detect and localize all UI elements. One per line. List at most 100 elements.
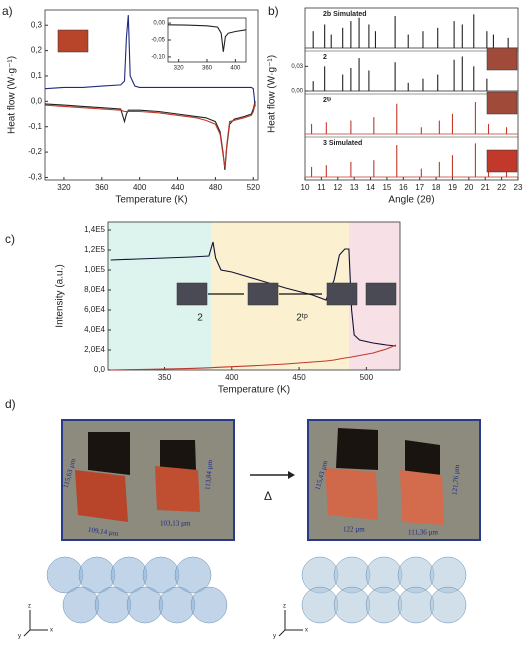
- series-name: 2ᵗᵖ: [323, 97, 331, 104]
- x-tick-label: 23: [514, 183, 523, 192]
- panel-label: a): [2, 4, 13, 18]
- axis-arrow: [23, 629, 31, 637]
- axis-name: z: [28, 604, 31, 610]
- x-axis-title: Temperature (K): [218, 385, 290, 396]
- annotation: 2ᵗᵖ: [296, 313, 308, 324]
- dimension: 103,13 µm: [160, 520, 191, 528]
- y-tick-label: 4,0E4: [84, 325, 105, 334]
- arrow-head: [288, 471, 295, 479]
- series-name: 2: [323, 54, 327, 61]
- dimension: 111,36 µm: [408, 529, 439, 537]
- photo-inset: [486, 91, 518, 115]
- region: [211, 222, 349, 370]
- x-tick-label: 350: [158, 373, 172, 382]
- crystal: [400, 470, 444, 525]
- y-tick-label: -0,3: [28, 173, 42, 182]
- x-tick-label: 400: [225, 373, 239, 382]
- panel-label: b): [268, 4, 279, 18]
- x-tick-label: 14: [366, 183, 375, 192]
- y-tick-label: 6,0E4: [84, 305, 105, 314]
- y-tick-label: 0,2: [31, 46, 43, 55]
- y-tick-label: 0,3: [31, 20, 43, 29]
- y-axis-title: Intensity (a.u.): [55, 264, 66, 327]
- x-tick-label: 13: [350, 183, 359, 192]
- sphere: [126, 586, 164, 624]
- series-name: 2b Simulated: [323, 11, 367, 18]
- y-tick-label: -0,2: [28, 147, 42, 156]
- x-tick-label: 12: [333, 183, 342, 192]
- series-name: 3 Simulated: [323, 140, 362, 147]
- x-tick-label: 400: [230, 66, 241, 72]
- series-line: [110, 344, 397, 371]
- plot-frame: [44, 9, 259, 181]
- dimension: 122 µm: [343, 526, 365, 534]
- axis-name: x: [50, 628, 53, 634]
- heat-symbol: Δ: [264, 489, 272, 503]
- sphere: [94, 586, 132, 624]
- photo-inset: [176, 282, 208, 306]
- axis-name: x: [305, 628, 308, 634]
- y-tick-label: 0,03: [291, 64, 303, 70]
- series-line: [110, 241, 397, 347]
- x-tick-label: 11: [317, 183, 326, 192]
- sphere: [333, 586, 371, 624]
- y-tick-label: 1,2E5: [84, 245, 105, 254]
- axis-arrow: [278, 629, 286, 637]
- y-tick-label: -0,05: [151, 38, 165, 44]
- sphere: [62, 586, 100, 624]
- x-tick-label: 520: [247, 183, 261, 192]
- y-tick-label: 0,1: [31, 71, 43, 80]
- dimension: 121,76 µm: [451, 464, 462, 496]
- y-tick-label: 1,0E5: [84, 265, 105, 274]
- x-tick-label: 19: [448, 183, 457, 192]
- x-tick-label: 480: [209, 183, 223, 192]
- photo-inset: [326, 282, 358, 306]
- x-tick-label: 10: [301, 183, 310, 192]
- panel-label: d): [5, 397, 16, 411]
- x-tick-label: 22: [497, 183, 506, 192]
- x-tick-label: 320: [174, 66, 185, 72]
- sphere: [365, 586, 403, 624]
- y-tick-label: 0,0: [31, 96, 43, 105]
- plot-frame: [107, 221, 401, 371]
- x-tick-label: 16: [399, 183, 408, 192]
- photo-inset: [247, 282, 279, 306]
- photo-inset: [365, 282, 397, 306]
- x-tick-label: 21: [481, 183, 490, 192]
- photo-inset: [486, 149, 518, 173]
- crystal: [155, 466, 200, 512]
- x-tick-label: 320: [57, 183, 71, 192]
- x-axis-title: Temperature (K): [115, 195, 187, 206]
- y-tick-label: 0,00: [153, 21, 165, 27]
- series-line: [44, 15, 256, 107]
- crystal-top: [336, 428, 378, 470]
- y-tick-label: 2,0E4: [84, 345, 105, 354]
- dimension: 113,84 µm: [204, 459, 215, 490]
- crystal-top: [405, 440, 440, 475]
- crystal: [75, 470, 128, 522]
- y-tick-label: -0,10: [151, 55, 165, 61]
- x-tick-label: 360: [95, 183, 109, 192]
- crystal: [325, 468, 378, 520]
- x-tick-label: 15: [382, 183, 391, 192]
- photo-inset: [486, 47, 518, 71]
- y-tick-label: 1,4E5: [84, 225, 105, 234]
- y-tick-label: 0,0: [94, 365, 106, 374]
- sphere: [397, 586, 435, 624]
- x-tick-label: 440: [171, 183, 185, 192]
- crystal-top: [88, 432, 130, 475]
- y-tick-label: -0,1: [28, 122, 42, 131]
- x-tick-label: 20: [464, 183, 473, 192]
- x-tick-label: 500: [360, 373, 374, 382]
- x-tick-label: 360: [202, 66, 213, 72]
- series-line: [44, 101, 256, 170]
- axis-name: y: [273, 634, 276, 640]
- packing-diagrams: [46, 556, 467, 624]
- axis-name: y: [18, 634, 21, 640]
- x-tick-label: 450: [292, 373, 306, 382]
- x-tick-label: 18: [432, 183, 441, 192]
- series-line: [44, 103, 256, 168]
- y-tick-label: 8,0E4: [84, 285, 105, 294]
- x-tick-label: 400: [133, 183, 147, 192]
